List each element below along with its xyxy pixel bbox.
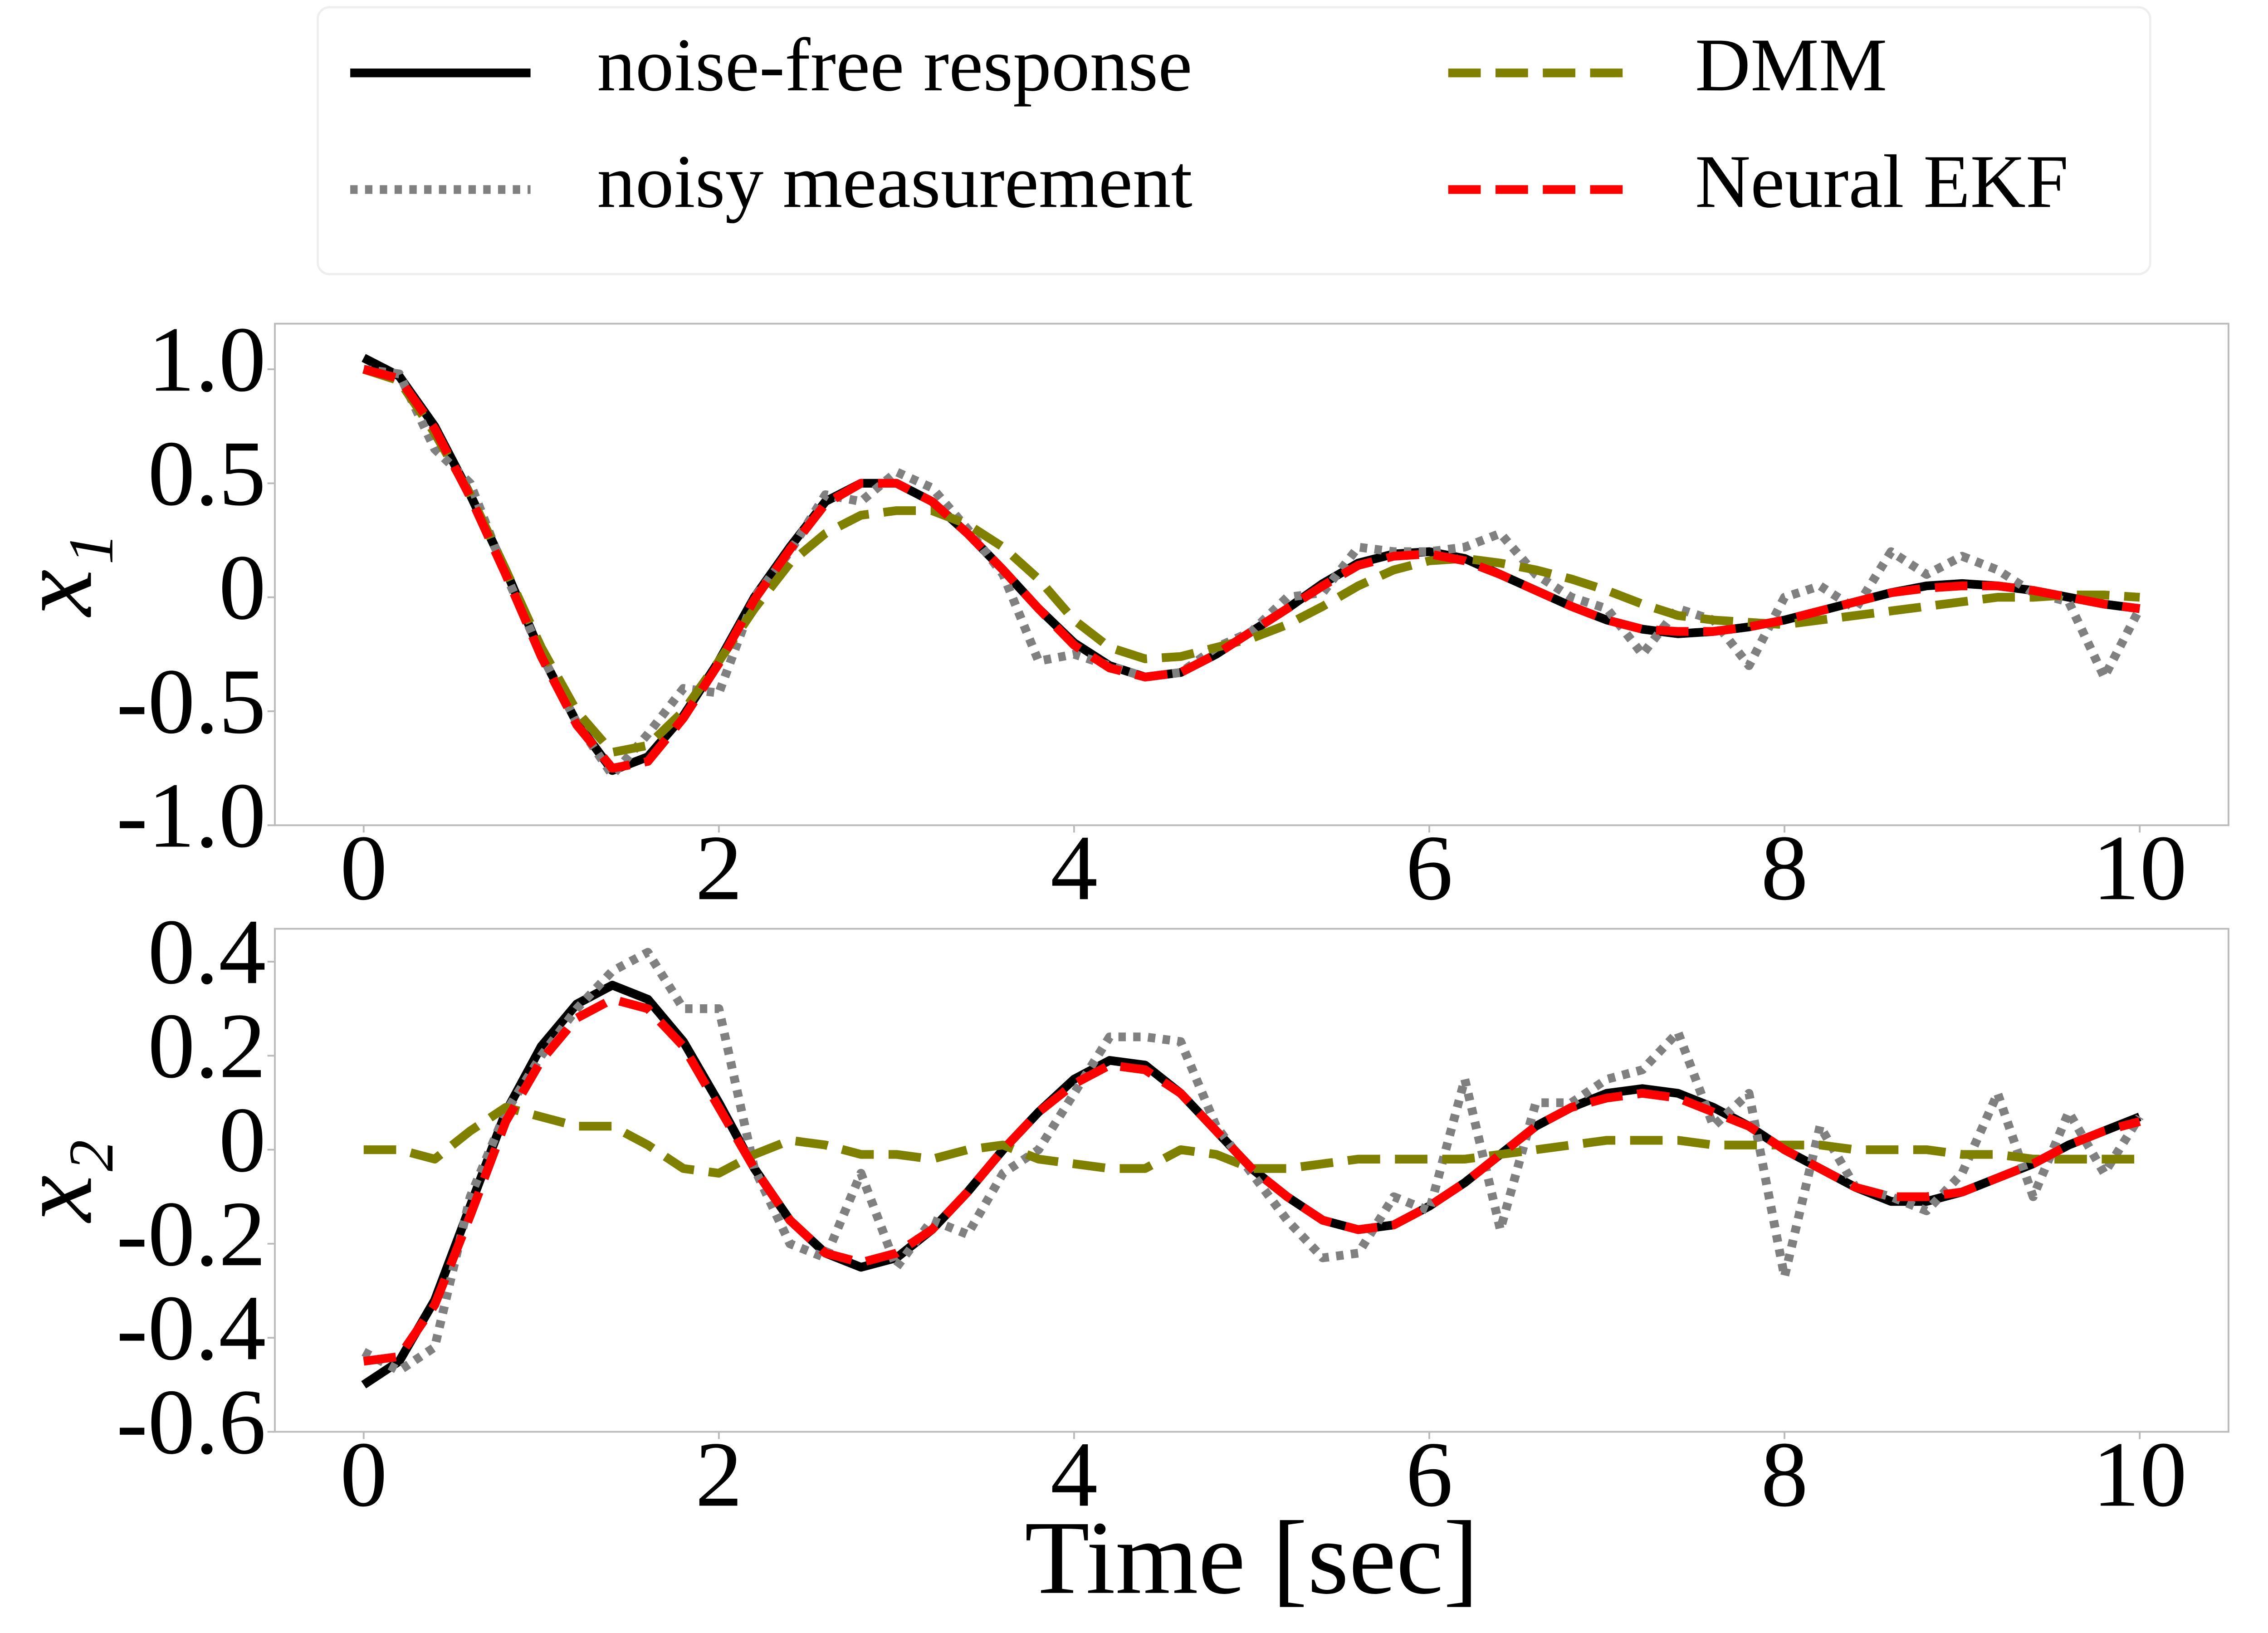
x-tick-label: 10 <box>2092 816 2187 919</box>
x-tick-label: 0 <box>340 816 387 919</box>
y-tick-label: -0.4 <box>116 1276 266 1379</box>
x-tick-label: 4 <box>1051 816 1098 919</box>
y-tick-label: -0.2 <box>116 1182 266 1285</box>
y-axis-label: x₂ <box>0 1139 114 1223</box>
y-tick-label: 0.5 <box>148 421 266 525</box>
x-tick-label: 10 <box>2092 1423 2187 1526</box>
plot-frame <box>274 323 2229 826</box>
series-line <box>363 1103 2140 1178</box>
y-tick-label: -1.0 <box>116 763 266 867</box>
series-line <box>363 995 2141 1366</box>
x-tick-label: 4 <box>1051 1423 1098 1526</box>
legend-label: Neural EKF <box>1695 140 2068 224</box>
x-tick-label: 0 <box>340 1423 387 1526</box>
y-tick-label: 0 <box>219 1088 266 1191</box>
series-line <box>362 354 2141 775</box>
series-line <box>363 365 2144 780</box>
y-tick-label: -0.6 <box>116 1370 266 1473</box>
x-axis-label: Time [sec] <box>1025 1500 1479 1616</box>
series-line <box>362 365 2141 773</box>
y-tick-label: 0 <box>219 535 266 639</box>
legend-label: noisy measurement <box>597 140 1192 224</box>
x-tick-label: 8 <box>1761 1423 1808 1526</box>
x-tick-label: 2 <box>695 1423 743 1526</box>
series-line <box>362 948 2144 1375</box>
legend-box <box>317 6 2151 275</box>
y-tick-label: 0.4 <box>148 900 266 1003</box>
y-tick-label: 1.0 <box>148 308 266 411</box>
x-tick-label: 6 <box>1406 1423 1453 1526</box>
legend-label: noise-free response <box>597 23 1192 107</box>
x-tick-label: 6 <box>1406 816 1453 919</box>
plot-frame <box>274 928 2229 1433</box>
y-tick-label: 0.2 <box>148 994 266 1097</box>
series-line <box>362 365 2140 757</box>
x-tick-label: 8 <box>1761 816 1808 919</box>
x-tick-label: 2 <box>695 816 743 919</box>
series-line <box>361 981 2141 1389</box>
y-tick-label: -0.5 <box>116 649 266 753</box>
legend-label: DMM <box>1695 23 1887 107</box>
y-axis-label: x₁ <box>0 533 114 617</box>
